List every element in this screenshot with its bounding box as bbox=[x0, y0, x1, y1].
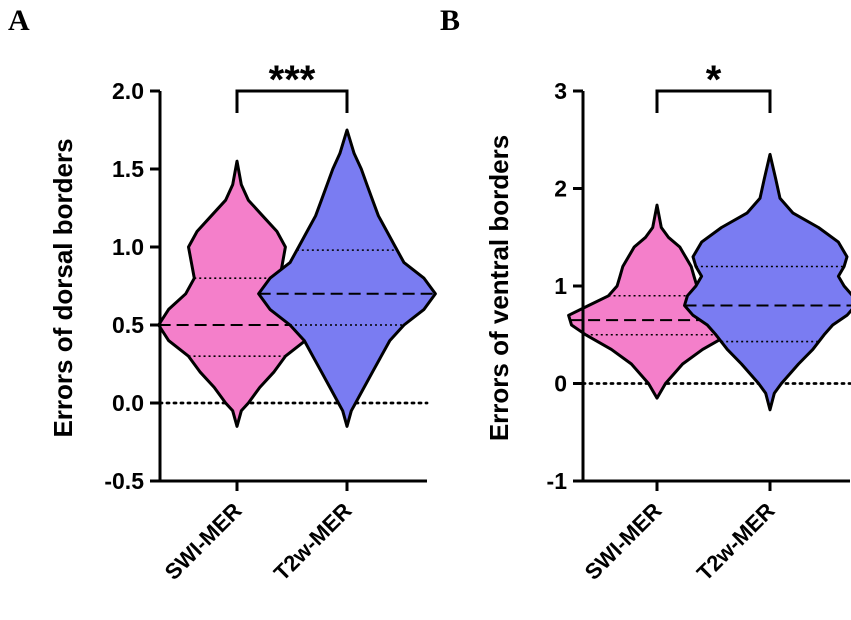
panel-a-x-category-label: SWI-MER bbox=[160, 498, 247, 585]
panel-a-letter: A bbox=[8, 4, 30, 37]
panel-a-x-category-label: T2w-MER bbox=[269, 498, 357, 586]
panel-b-significance-bracket bbox=[655, 89, 772, 113]
panel-a-y-tick-label: 1.0 bbox=[112, 234, 144, 260]
panel-b-y-tick-label: 1 bbox=[554, 273, 567, 299]
panel-a-y-tick-label: 2.0 bbox=[112, 78, 144, 104]
panel-b-plot-area bbox=[567, 89, 851, 491]
panel-b-y-axis-label: Errors of ventral borders bbox=[484, 135, 514, 441]
panel-a-plot-area bbox=[150, 89, 437, 491]
panel-a-y-tick-labels: -0.5 0.0 0.5 1.0 1.5 2.0 bbox=[104, 78, 144, 494]
panel-b-y-tick-label: -1 bbox=[547, 468, 568, 494]
panel-b-letter: B bbox=[440, 4, 460, 37]
panel-a-y-tick-label: 0.5 bbox=[112, 312, 144, 338]
panel-a-y-tick-label: -0.5 bbox=[104, 468, 144, 494]
panel-a-violin-swi-mer bbox=[157, 159, 317, 428]
panel-a: A Errors of dorsal borders -0.5 0.0 0.5 … bbox=[8, 4, 437, 586]
panel-b-y-tick-label: 3 bbox=[554, 78, 567, 104]
panel-b-y-tick-label: 0 bbox=[554, 371, 567, 397]
panel-a-y-axis-label: Errors of dorsal borders bbox=[48, 138, 78, 437]
panel-b-x-category-label: T2w-MER bbox=[692, 498, 780, 586]
panel-a-y-tick-label: 1.5 bbox=[112, 156, 144, 182]
panel-a-significance-label: *** bbox=[269, 58, 316, 102]
panel-b-y-tick-labels: -1 0 1 2 3 bbox=[547, 78, 568, 494]
panel-b-x-category-label: SWI-MER bbox=[580, 498, 667, 585]
panel-a-violin-t2w-mer bbox=[257, 128, 437, 428]
panel-b-significance-label: * bbox=[706, 58, 722, 102]
panel-b-violin-t2w-mer bbox=[683, 152, 851, 412]
panel-b: B Errors of ventral borders -1 0 1 2 3 *… bbox=[440, 4, 851, 586]
panel-a-y-tick-label: 0.0 bbox=[112, 390, 144, 416]
panel-a-significance-bracket bbox=[235, 89, 349, 113]
panel-b-y-tick-label: 2 bbox=[554, 176, 567, 202]
